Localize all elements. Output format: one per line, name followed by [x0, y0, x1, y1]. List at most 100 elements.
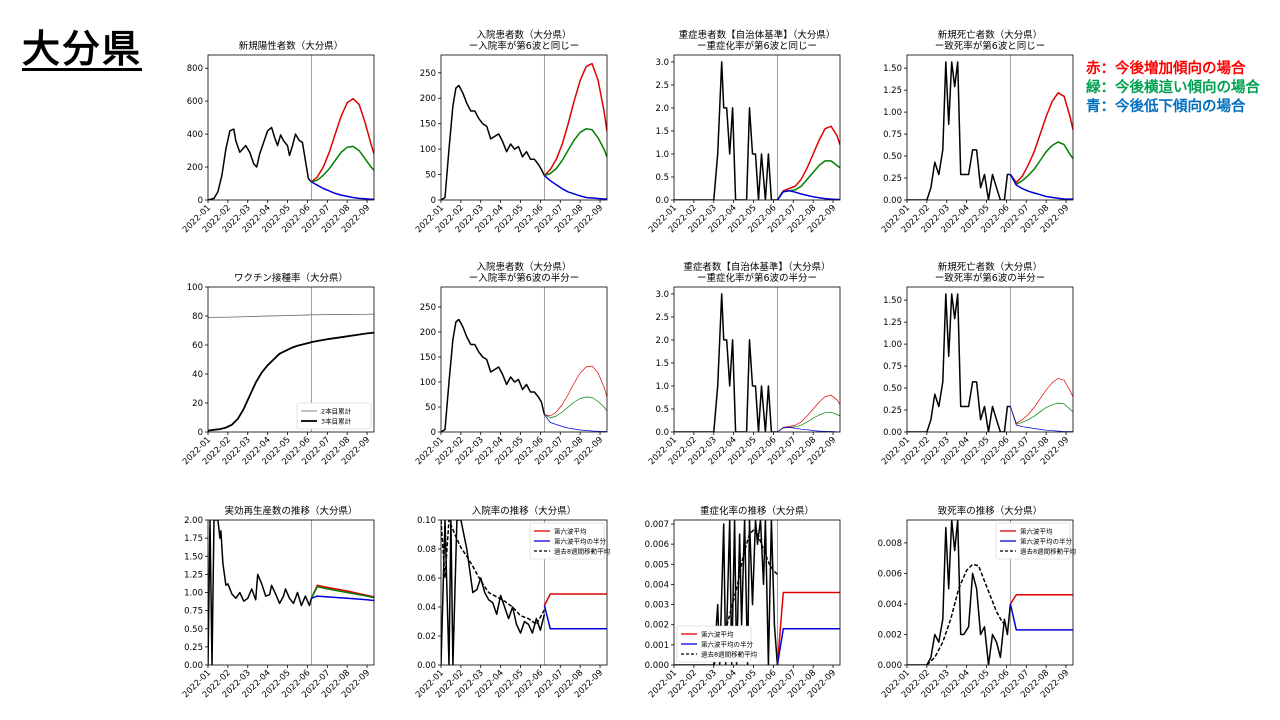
- chart-c10: 入院率の推移（大分県）0.000.020.040.060.080.102022-…: [414, 505, 611, 700]
- y-tick-label: 2.5: [655, 313, 669, 323]
- y-tick-label: 100: [420, 378, 436, 388]
- chart-c1: 新規陽性者数（大分県）02004006008002022-012022-0220…: [181, 40, 375, 235]
- series-line-blue: [1009, 174, 1073, 200]
- series-line-blue: [1009, 603, 1073, 631]
- legend-label: 第六波平均の半分: [701, 640, 754, 649]
- series-line-black: [208, 520, 313, 665]
- y-tick-label: 1.25: [184, 570, 203, 580]
- series-line-black: [208, 331, 374, 432]
- series-group: [441, 62, 607, 200]
- series-line-black: [713, 527, 778, 665]
- plot-frame: [207, 519, 375, 666]
- y-tick-label: 1.00: [184, 589, 203, 599]
- y-tick-label: 1.5: [655, 359, 669, 369]
- legend-label: 過去8週間移動平均: [701, 650, 758, 659]
- plot-frame: [906, 519, 1074, 666]
- plot-frame: [440, 286, 608, 433]
- series-line-black: [674, 293, 778, 432]
- y-tick-label: 3.0: [655, 58, 669, 68]
- y-tick-label: 1.25: [883, 318, 902, 328]
- y-tick-label: 0.00: [883, 428, 902, 438]
- y-tick-label: 0.25: [184, 643, 203, 653]
- chart-title: 致死率の推移（大分県）: [938, 505, 1043, 517]
- series-group: [208, 520, 374, 665]
- chart-title: 実効再生産数の推移（大分県）: [224, 505, 357, 517]
- chart-c12: 致死率の推移（大分県）0.0000.0020.0040.0060.0082022…: [878, 505, 1077, 700]
- plot-frame: [673, 286, 841, 433]
- y-tick-label: 0: [198, 196, 203, 206]
- y-tick-label: 0.001: [645, 641, 669, 651]
- series-group: [907, 520, 1073, 665]
- y-tick-label: 100: [420, 145, 436, 155]
- series-line-black: [907, 293, 1011, 432]
- series-line-green: [1010, 402, 1073, 425]
- y-tick-label: 0: [431, 428, 436, 438]
- chart-c7: 重症者数【自治体基準】（大分県）ー重症化率が第6波の半分ー 0.0 0.5 1.0 1.…: [647, 261, 841, 467]
- chart-c11: 重症化率の推移（大分県） 0.000 0.001 0.002 0.003 0.004 0.0…: [645, 505, 841, 700]
- y-tick-label: 1.50: [883, 64, 902, 74]
- page-title: 大分県: [22, 27, 143, 71]
- series-line-black: [926, 563, 1009, 665]
- y-tick-label: 1.75: [184, 534, 203, 544]
- legend-label: 第六波平均: [554, 527, 587, 536]
- y-tick-label: 20: [192, 399, 203, 409]
- series-line-red: [544, 365, 607, 417]
- series-line-blue: [543, 605, 607, 630]
- y-tick-label: 0.008: [878, 539, 902, 549]
- y-tick-label: 60: [192, 341, 203, 351]
- series-line-red: [776, 591, 840, 665]
- y-tick-label: 0.5: [655, 405, 669, 415]
- y-tick-label: 2.0: [655, 336, 669, 346]
- y-tick-label: 0.50: [883, 384, 902, 394]
- series-line-green: [777, 411, 840, 432]
- y-tick-label: 0.007: [645, 520, 669, 530]
- y-tick-label: 0.50: [883, 152, 902, 162]
- y-tick-label: 0.00: [417, 661, 436, 671]
- series-group: [907, 61, 1073, 200]
- series-line-red: [1009, 92, 1073, 184]
- legend-label: 過去8週間移動平均: [1020, 547, 1077, 556]
- series-line-black: [441, 520, 546, 626]
- series-line-black: [441, 318, 546, 432]
- y-tick-label: 0.006: [878, 569, 902, 579]
- y-tick-label: 1.50: [184, 552, 203, 562]
- series-group: [674, 293, 840, 432]
- series-group: [208, 97, 374, 200]
- y-tick-label: 600: [187, 97, 203, 107]
- series-group: [674, 61, 840, 200]
- y-tick-label: 0.75: [184, 607, 203, 617]
- series-line-black: [441, 84, 546, 200]
- series-line-green: [311, 145, 374, 183]
- plot-frame: [673, 519, 841, 666]
- y-tick-label: 2.5: [655, 81, 669, 91]
- series-line-red: [310, 97, 374, 183]
- y-tick-label: 0.006: [645, 540, 669, 550]
- chart-c9: 実効再生産数の推移（大分県） 0.00 0.25 0.50 0.75 1.00 1.25 1.…: [181, 505, 375, 700]
- y-tick-label: 0.000: [645, 661, 669, 671]
- y-tick-label: 0.005: [645, 560, 669, 570]
- chart-c6: 入院患者数（大分県）ー入院率が第6波の半分ー050100150200250202…: [414, 261, 608, 467]
- y-tick-label: 250: [420, 69, 436, 79]
- chart-title: 入院患者数（大分県）: [476, 261, 571, 273]
- scenario-legend-blue: 青：今後低下傾向の場合: [1086, 99, 1246, 115]
- series-line-blue: [776, 628, 840, 665]
- y-tick-label: 0.5: [655, 173, 669, 183]
- y-tick-label: 0: [198, 428, 203, 438]
- y-tick-label: 0.75: [883, 362, 902, 372]
- series-line-blue: [311, 595, 374, 602]
- y-tick-label: 0: [431, 196, 436, 206]
- series-line-black: [208, 126, 312, 200]
- y-tick-label: 0.06: [417, 574, 436, 584]
- y-tick-label: 2.00: [184, 516, 203, 526]
- y-tick-label: 0.002: [878, 630, 902, 640]
- chart-title: ー致死率が第6波と同じー: [935, 40, 1046, 52]
- y-tick-label: 0.75: [883, 130, 902, 140]
- chart-title: 新規死亡者数（大分県）: [938, 29, 1043, 41]
- plot-frame: [207, 286, 375, 433]
- chart-title: ワクチン接種率（大分県）: [234, 272, 348, 284]
- plot-frame: [906, 54, 1074, 201]
- chart-c5: ワクチン接種率（大分県）0204060801002022-012022-0220…: [181, 272, 375, 467]
- y-tick-label: 0.0: [655, 196, 669, 206]
- y-tick-label: 0.10: [417, 516, 436, 526]
